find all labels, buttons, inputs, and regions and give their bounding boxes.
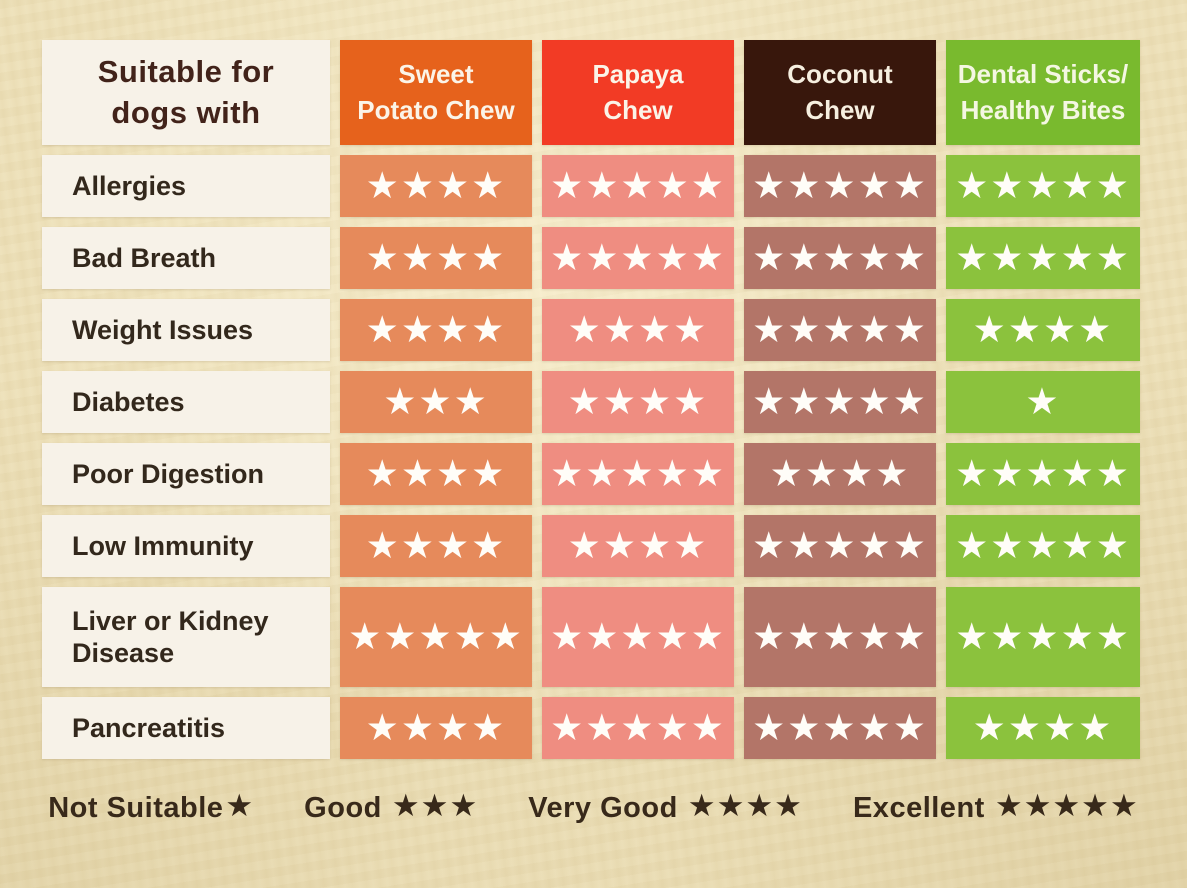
star-rating: ★★★★★ [550,614,726,658]
star-rating: ★★★★ [365,451,507,495]
star-rating: ★★★★★ [955,614,1131,658]
rating-cell: ★★★★★ [946,155,1140,217]
star-rating: ★★★★★ [550,451,726,495]
rating-cell: ★★★★★ [744,371,936,433]
product-header-2: Papaya Chew [542,40,734,145]
star-rating: ★★★★ [567,307,709,351]
row-label: Low Immunity [42,515,330,577]
rating-cell: ★★★★★ [946,515,1140,577]
rating-cell: ★★★★★ [744,515,936,577]
star-rating: ★★★★ [769,451,911,495]
rating-cell: ★ [946,371,1140,433]
star-rating: ★★★★ [567,379,709,423]
rating-cell: ★★★★ [946,697,1140,759]
legend-star-rating: ★★★ [391,788,479,824]
rating-cell: ★★★★ [542,371,734,433]
rating-legend: Not Suitable ★ Good ★★★ Very Good ★★★★ Excelle… [0,788,1187,825]
star-rating: ★★★★★ [550,235,726,279]
star-rating: ★★★★★ [752,379,928,423]
star-rating: ★★★★★ [752,614,928,658]
corner-header: Suitable for dogs with [42,40,330,145]
rating-cell: ★★★★★ [744,227,936,289]
row-label: Bad Breath [42,227,330,289]
row-label: Weight Issues [42,299,330,361]
rating-cell: ★★★★ [340,515,532,577]
rating-cell: ★★★★★ [744,697,936,759]
star-rating: ★★★★ [365,523,507,567]
star-rating: ★★★★ [365,307,507,351]
star-rating: ★★★★★ [955,163,1131,207]
rating-cell: ★★★ [340,371,532,433]
rating-cell: ★★★★ [340,227,532,289]
product-header-3: Coconut Chew [744,40,936,145]
product-header-4: Dental Sticks/ Healthy Bites [946,40,1140,145]
rating-cell: ★★★★ [744,443,936,505]
star-rating: ★★★★★ [752,523,928,567]
row-label: Pancreatitis [42,697,330,759]
rating-cell: ★★★★★ [946,587,1140,687]
row-label: Liver or Kidney Disease [42,587,330,687]
star-rating: ★★★★★ [752,705,928,749]
star-rating: ★★★★★ [955,523,1131,567]
legend-star-rating: ★★★★ [687,788,803,824]
star-rating: ★★★★ [567,523,709,567]
star-rating: ★★★★★ [955,235,1131,279]
star-rating: ★★★★★ [550,705,726,749]
star-rating: ★★★★ [972,307,1114,351]
rating-cell: ★★★★ [340,299,532,361]
rating-cell: ★★★★★ [542,227,734,289]
rating-cell: ★★★★★ [744,299,936,361]
rating-cell: ★★★★★ [542,155,734,217]
legend-star-rating: ★ [225,788,255,824]
legend-label: Not Suitable [48,792,224,824]
rating-cell: ★★★★ [340,697,532,759]
legend-item-good: Good ★★★ [304,788,479,825]
legend-item-very-good: Very Good ★★★★ [528,788,803,825]
star-rating: ★★★★ [365,163,507,207]
rating-cell: ★★★★ [542,299,734,361]
rating-cell: ★★★★★ [946,227,1140,289]
rating-cell: ★★★★ [340,155,532,217]
star-rating: ★★★ [383,379,489,423]
star-rating: ★★★★★ [550,163,726,207]
row-label: Diabetes [42,371,330,433]
rating-cell: ★★★★ [946,299,1140,361]
row-label: Poor Digestion [42,443,330,505]
rating-cell: ★★★★★ [542,587,734,687]
star-rating: ★ [1025,379,1061,423]
star-rating: ★★★★ [365,705,507,749]
rating-cell: ★★★★ [340,443,532,505]
comparison-table: Suitable for dogs with Sweet Potato Chew P… [42,40,1140,759]
star-rating: ★★★★ [972,705,1114,749]
star-rating: ★★★★★ [348,614,524,658]
rating-cell: ★★★★ [542,515,734,577]
rating-cell: ★★★★★ [542,697,734,759]
legend-item-not-suitable: Not Suitable ★ [48,788,255,825]
star-rating: ★★★★ [365,235,507,279]
row-label: Allergies [42,155,330,217]
star-rating: ★★★★★ [752,235,928,279]
rating-cell: ★★★★★ [340,587,532,687]
rating-cell: ★★★★★ [744,155,936,217]
rating-cell: ★★★★★ [744,587,936,687]
legend-label: Excellent [852,792,985,824]
legend-star-rating: ★★★★★ [994,788,1139,824]
star-rating: ★★★★★ [752,163,928,207]
star-rating: ★★★★★ [752,307,928,351]
rating-cell: ★★★★★ [542,443,734,505]
star-rating: ★★★★★ [955,451,1131,495]
legend-item-excellent: Excellent ★★★★★ [852,788,1139,825]
legend-label: Good [304,792,382,824]
legend-label: Very Good [528,792,678,824]
rating-cell: ★★★★★ [946,443,1140,505]
product-header-1: Sweet Potato Chew [340,40,532,145]
